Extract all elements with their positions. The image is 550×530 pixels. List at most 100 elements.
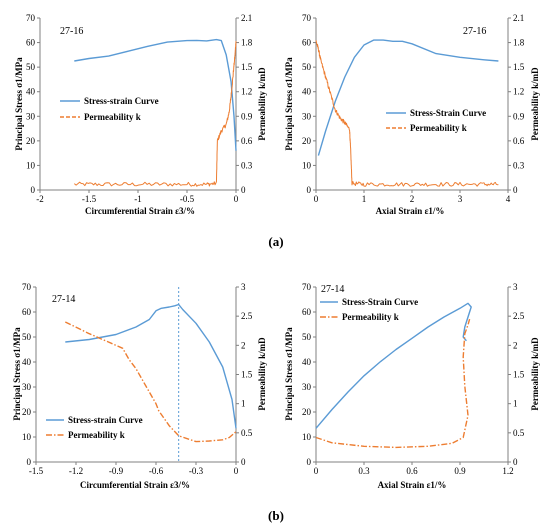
y-tick-label-left: 40 (302, 357, 312, 367)
x-tick-label: 1 (362, 194, 367, 204)
y-tick-label-left: 0 (307, 457, 312, 467)
y-tick-label-left: 0 (27, 457, 32, 467)
sample-label: 27-14 (52, 294, 75, 305)
x-tick-label: 0.3 (358, 466, 370, 476)
x-tick-label: 0 (314, 194, 319, 204)
subfigure-label-b: (b) (268, 508, 284, 523)
y-tick-label-right: 1.8 (241, 38, 253, 48)
y-axis-title-left: Principal Stress σ1/MPa (14, 57, 24, 151)
y-tick-label-right: 0.6 (241, 136, 253, 146)
y-tick-label-right: 3 (513, 282, 518, 292)
legend-label-stress: Stress-Strain Curve (342, 297, 418, 307)
y-tick-label-right: 1.5 (241, 62, 253, 72)
x-tick-label: 0 (314, 466, 319, 476)
series-line-permeability (315, 318, 471, 449)
series-line-permeability (64, 321, 237, 443)
y-tick-label-right: 0 (513, 457, 518, 467)
y-tick-label-right: 1.2 (241, 87, 252, 97)
sample-label: 27-16 (60, 26, 83, 37)
y-tick-label-right: 1.5 (241, 370, 253, 380)
y-axis-title-left: Principal Stress σ1/MPa (12, 327, 22, 421)
y-axis-title-right: Permeability k/mD (530, 337, 540, 411)
y-tick-label-left: 30 (26, 111, 36, 121)
y-tick-label-left: 70 (26, 13, 36, 23)
y-tick-label-left: 20 (26, 136, 36, 146)
y-axis-title-right: Permeability k/mD (257, 67, 267, 141)
series-line-stress (317, 39, 499, 156)
x-tick-label: 4 (506, 194, 511, 204)
y-tick-label-right: 1.2 (513, 87, 524, 97)
series-line-permeability (315, 40, 499, 187)
y-axis-title-right: Permeability k/mD (257, 337, 267, 411)
x-tick-label: 2 (410, 194, 415, 204)
y-tick-label-left: 70 (22, 282, 32, 292)
y-tick-label-left: 10 (302, 432, 312, 442)
x-tick-label: 0.6 (406, 466, 418, 476)
y-tick-label-left: 60 (22, 307, 32, 317)
y-tick-label-left: 0 (307, 185, 312, 195)
y-tick-label-right: 2.1 (241, 13, 252, 23)
y-tick-label-right: 2.1 (513, 13, 524, 23)
y-tick-label-left: 0 (31, 185, 36, 195)
y-tick-label-left: 20 (302, 136, 312, 146)
y-tick-label-left: 40 (26, 87, 36, 97)
chart-a-right: 0 1 2 3 401020304050607000.30.60.91.21.51.82… (284, 13, 540, 216)
sample-label: 27-16 (463, 26, 486, 37)
y-tick-label-left: 50 (302, 332, 312, 342)
y-tick-label-left: 20 (22, 407, 32, 417)
series-line-stress (315, 302, 472, 429)
x-tick-label: -1.5 (29, 466, 44, 476)
y-tick-label-right: 0.6 (513, 136, 525, 146)
legend-label-permeability: Permeability k (84, 112, 141, 122)
legend: Stress-strain Curve Permeability k (60, 96, 159, 122)
y-axis-title-left: Principal Stress σ1/MPa (284, 327, 294, 421)
legend-label-stress: Stress-Strain Curve (410, 108, 486, 118)
series-line-permeability (73, 41, 237, 187)
series-line-stress (65, 303, 237, 429)
y-tick-label-right: 0.3 (513, 160, 525, 170)
x-tick-label: -1.5 (82, 194, 97, 204)
y-tick-label-right: 2 (513, 340, 518, 350)
series-line-stress (74, 38, 237, 151)
y-tick-label-right: 3 (241, 282, 246, 292)
axes: -2 -1.5 -1 -0.5 001020304050607000.30.60.91.… (26, 13, 253, 204)
y-axis-title-right: Permeability k/mD (530, 67, 540, 141)
x-axis-title: Circumferential Strain ε3/% (85, 206, 195, 216)
y-tick-label-right: 1 (241, 399, 246, 409)
y-tick-label-right: 1.8 (513, 38, 525, 48)
y-tick-label-left: 20 (302, 407, 312, 417)
legend-label-stress: Stress-strain Curve (84, 96, 159, 106)
y-tick-label-right: 2.5 (241, 311, 253, 321)
legend-label-stress: Stress-strain Curve (68, 415, 143, 425)
x-axis-title: Circumferential Strain ε3/% (80, 480, 190, 490)
x-tick-label: -1.2 (69, 466, 83, 476)
y-tick-label-right: 1.5 (513, 370, 525, 380)
y-tick-label-left: 40 (22, 357, 32, 367)
x-tick-label: 1.2 (502, 466, 513, 476)
y-tick-label-left: 70 (302, 282, 312, 292)
legend-label-permeability: Permeability k (68, 430, 125, 440)
y-tick-label-left: 10 (22, 432, 32, 442)
x-tick-label: 0.9 (454, 466, 466, 476)
y-tick-label-left: 50 (22, 332, 32, 342)
y-tick-label-left: 60 (302, 38, 312, 48)
x-tick-label: -0.3 (189, 466, 204, 476)
y-tick-label-left: 30 (302, 382, 312, 392)
subfigure-label-a: (a) (268, 234, 283, 249)
y-tick-label-left: 40 (302, 87, 312, 97)
x-tick-label: -0.6 (149, 466, 164, 476)
x-tick-label: -0.9 (109, 466, 124, 476)
y-tick-label-left: 30 (22, 382, 32, 392)
y-tick-label-right: 1.5 (513, 62, 525, 72)
y-tick-label-left: 60 (26, 38, 36, 48)
y-tick-label-right: 0.9 (513, 111, 525, 121)
chart-b-right: 0 0.3 0.6 0.9 1.201020304050607000.511.522.5… (284, 282, 540, 490)
x-axis-title: Axial Strain ε1/% (376, 206, 445, 216)
y-tick-label-right: 0.5 (513, 428, 525, 438)
x-tick-label: -2 (36, 194, 44, 204)
legend: Stress-Strain Curve Permeability k (386, 108, 486, 133)
chart-a-left: -2 -1.5 -1 -0.5 001020304050607000.30.60.91.… (14, 13, 267, 216)
x-tick-label: 0 (234, 466, 239, 476)
x-tick-label: -0.5 (180, 194, 195, 204)
